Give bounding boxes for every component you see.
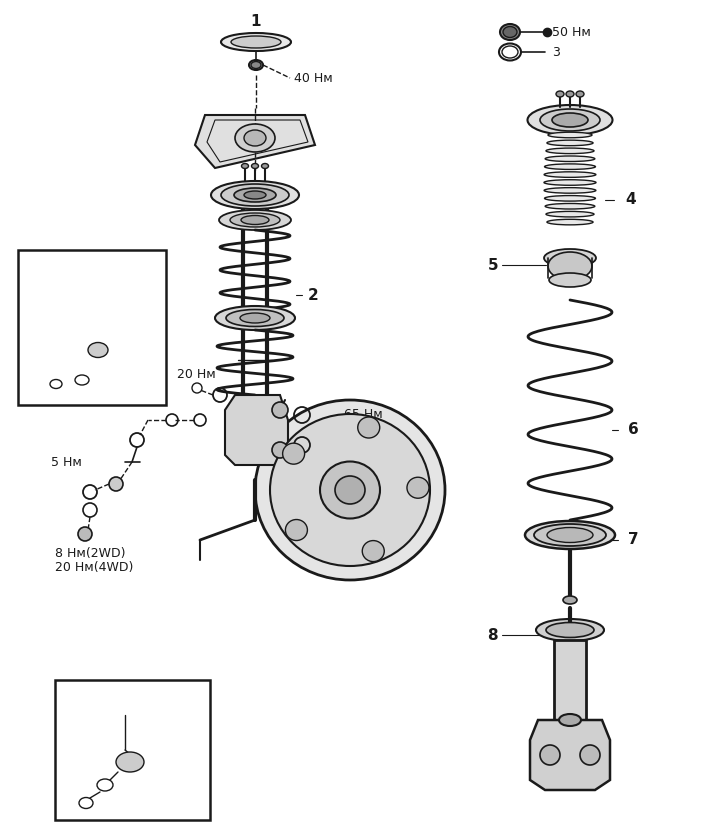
Text: 2: 2 xyxy=(308,288,319,303)
Ellipse shape xyxy=(546,623,594,638)
Ellipse shape xyxy=(230,213,280,227)
Ellipse shape xyxy=(525,521,615,549)
Ellipse shape xyxy=(544,188,596,193)
Ellipse shape xyxy=(544,164,596,169)
Text: 8: 8 xyxy=(487,628,498,643)
Text: 65 Нм: 65 Нм xyxy=(344,409,382,421)
Ellipse shape xyxy=(547,528,593,543)
Ellipse shape xyxy=(286,519,307,540)
Ellipse shape xyxy=(544,180,596,185)
Text: 20 Нм: 20 Нм xyxy=(176,368,215,382)
Text: 5: 5 xyxy=(487,258,498,273)
Polygon shape xyxy=(530,720,610,790)
Text: 50 Нм: 50 Нм xyxy=(552,25,591,39)
Text: 7: 7 xyxy=(628,533,638,548)
Ellipse shape xyxy=(407,477,429,498)
Ellipse shape xyxy=(559,714,581,726)
Ellipse shape xyxy=(540,109,600,131)
Ellipse shape xyxy=(221,33,291,51)
Text: 40 Нм: 40 Нм xyxy=(294,71,333,85)
Ellipse shape xyxy=(211,181,299,209)
Ellipse shape xyxy=(226,310,284,326)
Ellipse shape xyxy=(235,124,275,152)
Circle shape xyxy=(109,477,123,491)
Ellipse shape xyxy=(544,195,596,201)
Text: 4: 4 xyxy=(625,192,636,207)
Ellipse shape xyxy=(547,219,593,225)
Ellipse shape xyxy=(88,342,108,357)
Ellipse shape xyxy=(547,140,593,146)
Ellipse shape xyxy=(270,414,430,566)
Text: 260 Нм: 260 Нм xyxy=(344,439,390,451)
Ellipse shape xyxy=(549,273,591,287)
Ellipse shape xyxy=(548,133,592,138)
Ellipse shape xyxy=(545,204,595,209)
Ellipse shape xyxy=(503,27,517,38)
Ellipse shape xyxy=(335,476,365,504)
Ellipse shape xyxy=(249,60,263,70)
Circle shape xyxy=(78,527,92,541)
Text: 6: 6 xyxy=(628,423,638,437)
Ellipse shape xyxy=(556,91,564,97)
Ellipse shape xyxy=(500,24,520,40)
Ellipse shape xyxy=(576,91,584,97)
Circle shape xyxy=(580,745,600,765)
Ellipse shape xyxy=(215,306,295,330)
Ellipse shape xyxy=(252,164,259,169)
Polygon shape xyxy=(225,395,288,465)
Circle shape xyxy=(272,402,288,418)
Text: 4WD: 4WD xyxy=(28,262,61,274)
Bar xyxy=(55,680,210,820)
Ellipse shape xyxy=(536,619,604,641)
Ellipse shape xyxy=(545,156,595,162)
Ellipse shape xyxy=(534,524,606,546)
Text: 20 Нм(4WD): 20 Нм(4WD) xyxy=(55,560,133,574)
Ellipse shape xyxy=(244,191,266,199)
Ellipse shape xyxy=(548,252,592,280)
Ellipse shape xyxy=(240,313,270,323)
Ellipse shape xyxy=(546,148,594,154)
Text: 4WD: 4WD xyxy=(68,691,100,705)
Circle shape xyxy=(272,442,288,458)
Ellipse shape xyxy=(358,417,380,438)
Circle shape xyxy=(540,745,560,765)
Ellipse shape xyxy=(262,164,268,169)
Ellipse shape xyxy=(241,164,249,169)
Ellipse shape xyxy=(546,211,594,217)
Ellipse shape xyxy=(320,461,380,519)
Ellipse shape xyxy=(362,540,384,561)
Ellipse shape xyxy=(116,752,144,772)
Ellipse shape xyxy=(244,130,266,146)
Text: 5 Нм: 5 Нм xyxy=(51,456,82,468)
Ellipse shape xyxy=(544,172,596,177)
Text: 5 Нм: 5 Нм xyxy=(24,395,55,408)
Bar xyxy=(554,640,586,720)
Text: 1: 1 xyxy=(251,14,261,29)
Ellipse shape xyxy=(566,91,574,97)
Ellipse shape xyxy=(528,105,612,135)
Bar xyxy=(18,250,166,405)
Text: 3: 3 xyxy=(552,45,560,59)
Ellipse shape xyxy=(563,596,577,604)
Ellipse shape xyxy=(552,113,588,127)
Polygon shape xyxy=(195,115,315,168)
Ellipse shape xyxy=(231,36,281,48)
Ellipse shape xyxy=(255,400,445,580)
Ellipse shape xyxy=(283,443,304,464)
Ellipse shape xyxy=(234,188,276,202)
Text: 8 Нм(2WD): 8 Нм(2WD) xyxy=(55,546,126,560)
Ellipse shape xyxy=(241,216,269,225)
Ellipse shape xyxy=(221,184,289,206)
Text: 20 Нм: 20 Нм xyxy=(68,810,107,823)
Ellipse shape xyxy=(219,210,291,230)
Ellipse shape xyxy=(544,249,596,267)
Ellipse shape xyxy=(251,61,261,69)
